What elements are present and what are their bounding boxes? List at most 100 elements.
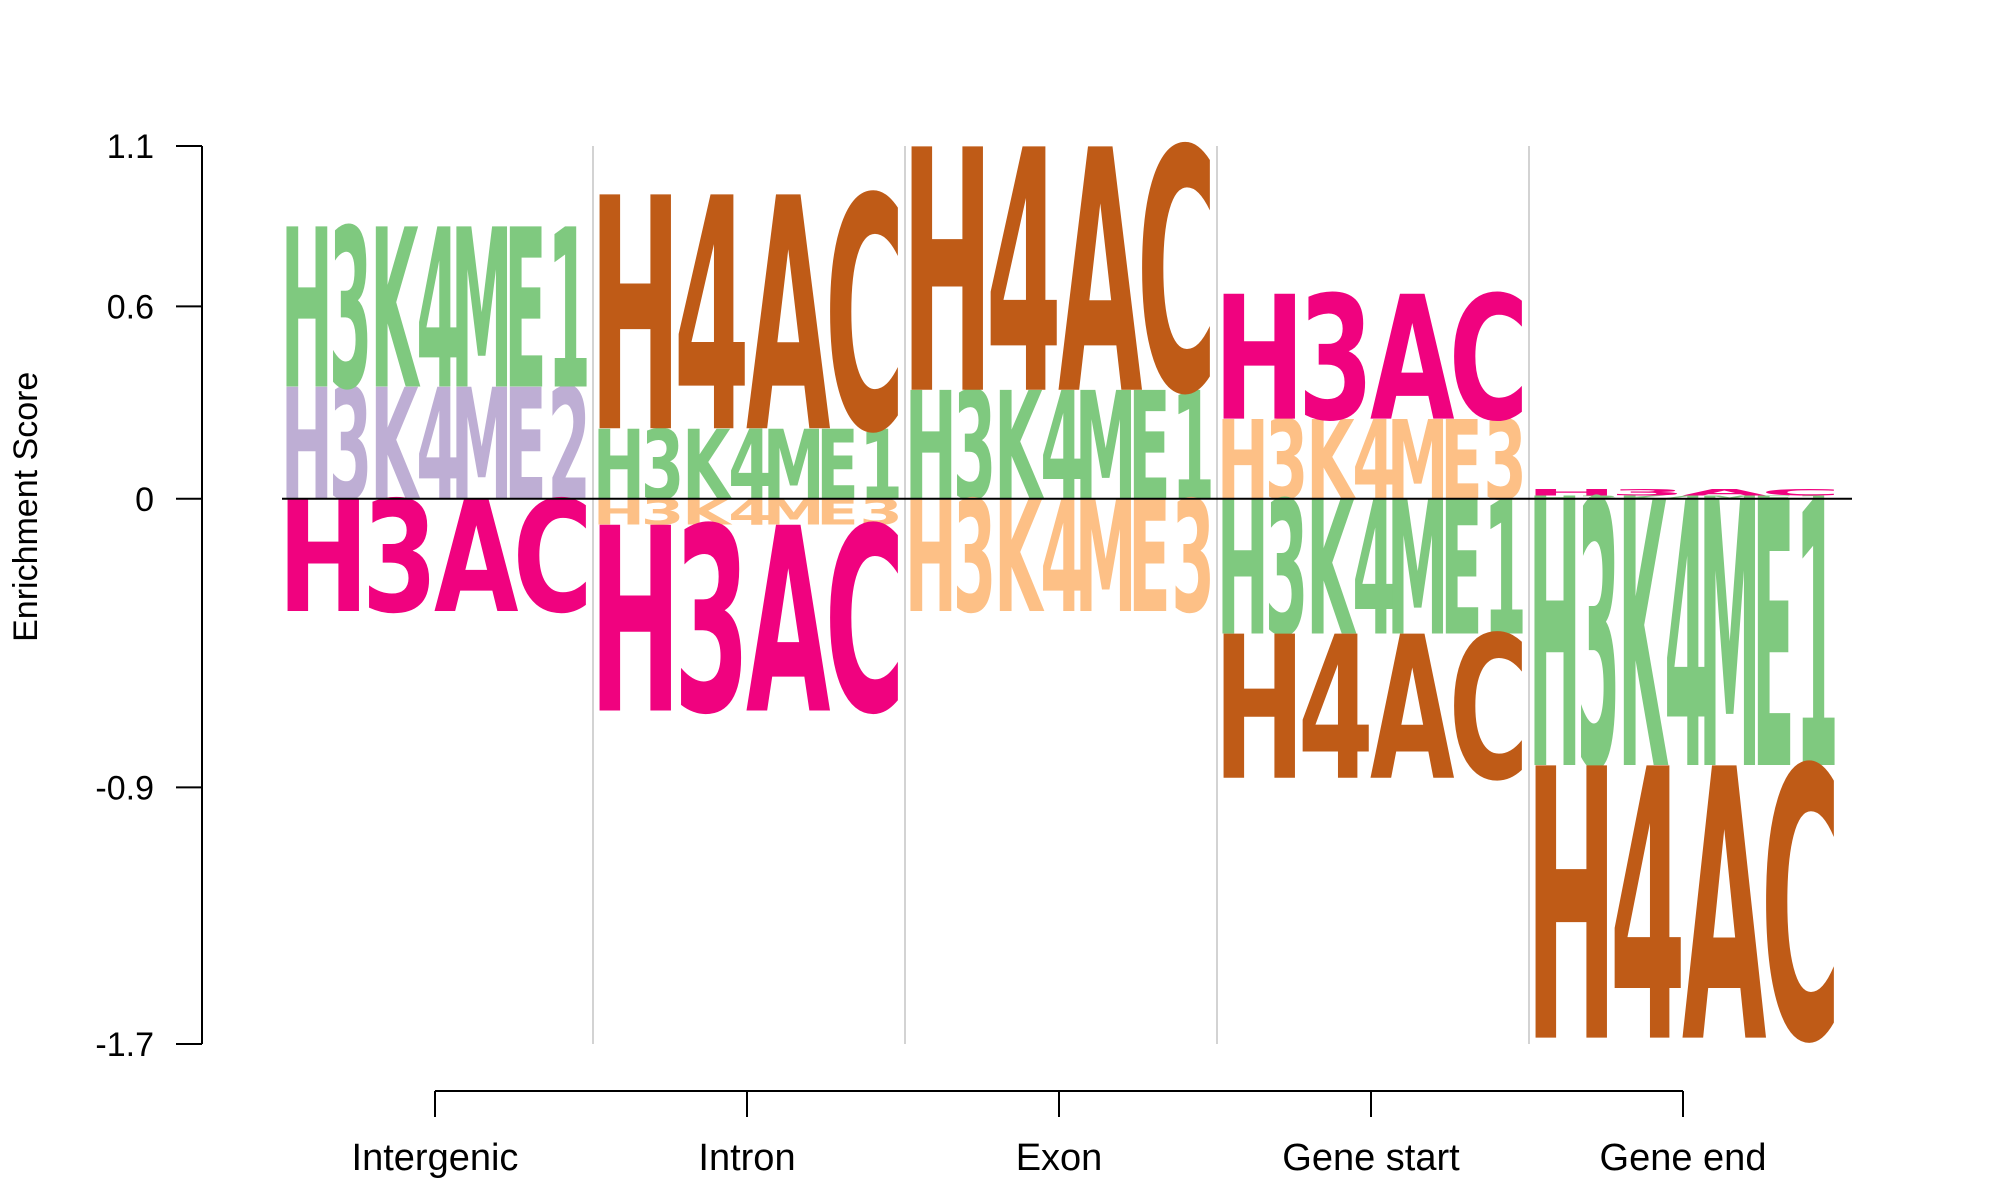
logo-letter: H [1529,426,1581,851]
y-axis-title: Enrichment Score [7,372,45,642]
logo-letter: C [513,469,593,648]
y-tick-label: 0 [135,481,154,519]
logo-letter: 4 [1664,495,1707,500]
x-category-label: Intergenic [352,1137,519,1179]
y-axis: 1.1 0.6 0 -0.9 -1.7 [95,128,203,1064]
logo-letter: 4 [728,410,771,523]
logo-letter: E [1128,468,1171,648]
logo-letter: E [1128,360,1171,534]
logo-letter: H [902,79,993,469]
logo-letter: 4 [986,79,1062,469]
logo-letter: H [278,469,369,648]
logo-letter: 3 [1483,398,1526,526]
logo-letter: 2 [547,356,590,536]
logo-letter: 3 [1577,426,1620,851]
logo-letter: C [1449,260,1529,459]
logo-letter: 3 [1171,468,1214,648]
logo-letter: H [1214,595,1305,825]
logo-letter: M [1699,495,1761,500]
logo-letter: 3 [362,469,438,648]
x-axis: Intergenic Intron Exon Gene start Gene end [352,1090,1767,1179]
logo-letter: A [434,469,519,648]
logo-letter: K [1306,398,1356,526]
logo-letter: 3 [1298,260,1374,459]
x-category-label: Gene end [1600,1137,1767,1179]
y-tick-label: 0.6 [107,288,154,326]
logo-letter: E [504,184,547,440]
logo-letter: H [1526,691,1617,1125]
logo-letter: K [994,468,1045,648]
logo-letter: M [451,184,513,440]
logo-letter: 3 [953,468,996,648]
logo-letter: A [1058,79,1143,469]
logo-letter: H [905,468,957,648]
logo-letter: 1 [1171,360,1214,534]
x-category-label: Exon [1016,1137,1103,1179]
logo-letter: E [504,356,547,536]
category-separators [592,146,1530,1044]
logo-letter: 3 [674,475,750,771]
logo-letter: C [1137,79,1217,469]
logo-letter: H [281,356,333,536]
logo-letter: H [1526,488,1617,498]
logo-letter: 3 [1610,488,1686,498]
logo-letter: M [1699,426,1761,851]
logo-letter: M [451,356,513,536]
y-tick-label: -0.9 [95,769,154,807]
logo-letter: H [590,475,681,771]
logo-letter: 4 [416,184,459,440]
logo-letter: 3 [1265,398,1308,526]
logo-letter: 1 [1795,426,1838,851]
logo-letter: 4 [1610,691,1686,1125]
logo-letter: 4 [674,131,750,504]
logo-letter: K [1618,495,1669,500]
logo-letter: H [281,184,333,440]
logo-letter: H [1214,260,1305,459]
y-tick-label: 1.1 [107,128,154,166]
logo-letter: 4 [1040,360,1083,534]
logo-letter: A [1370,260,1455,459]
logo-letter: 4 [1298,595,1374,825]
logo-letter: K [994,360,1045,534]
logo-letter: H [1217,398,1269,526]
logo-letter: H [590,131,681,504]
logo-letter: K [682,410,733,523]
logo-letter: 4 [1352,398,1395,526]
logo-letter: K [370,356,421,536]
logo-letter: 3 [1577,495,1620,500]
logo-letter: M [763,410,825,523]
logo-letter: 4 [416,356,459,536]
logo-letter: A [746,131,831,504]
logo-letter: 3 [329,356,372,536]
logo-letter: A [1682,488,1767,498]
logo-letter: A [746,475,831,771]
x-category-label: Gene start [1282,1137,1460,1179]
logo-letter: M [1387,398,1449,526]
logo-letter: K [1618,426,1669,851]
logo-letter: C [825,131,905,504]
logo-letter: H [593,410,645,523]
logo-letter: E [1440,398,1483,526]
logo-letter: 3 [329,184,372,440]
logo-letter: 4 [1664,426,1707,851]
y-tick-label: -1.7 [95,1026,154,1064]
logo-letter: 3 [641,410,684,523]
logo-letter: A [1682,691,1767,1125]
logo-letter: A [1370,595,1455,825]
logo-letter: C [1449,595,1529,825]
logo-letter: E [1752,495,1795,500]
logo-letter: H [1529,495,1581,500]
logo-letter: K [370,184,421,440]
logo-letter: 1 [547,184,590,440]
logo-letter: E [1752,426,1795,851]
logo-letter: 1 [859,410,902,523]
logo-letter: H [905,360,957,534]
logo-letter: E [816,410,859,523]
logo-letter: C [825,475,905,771]
logo-letter: 3 [953,360,996,534]
logo-letter: C [1761,691,1841,1125]
logo-letter: M [1075,360,1137,534]
